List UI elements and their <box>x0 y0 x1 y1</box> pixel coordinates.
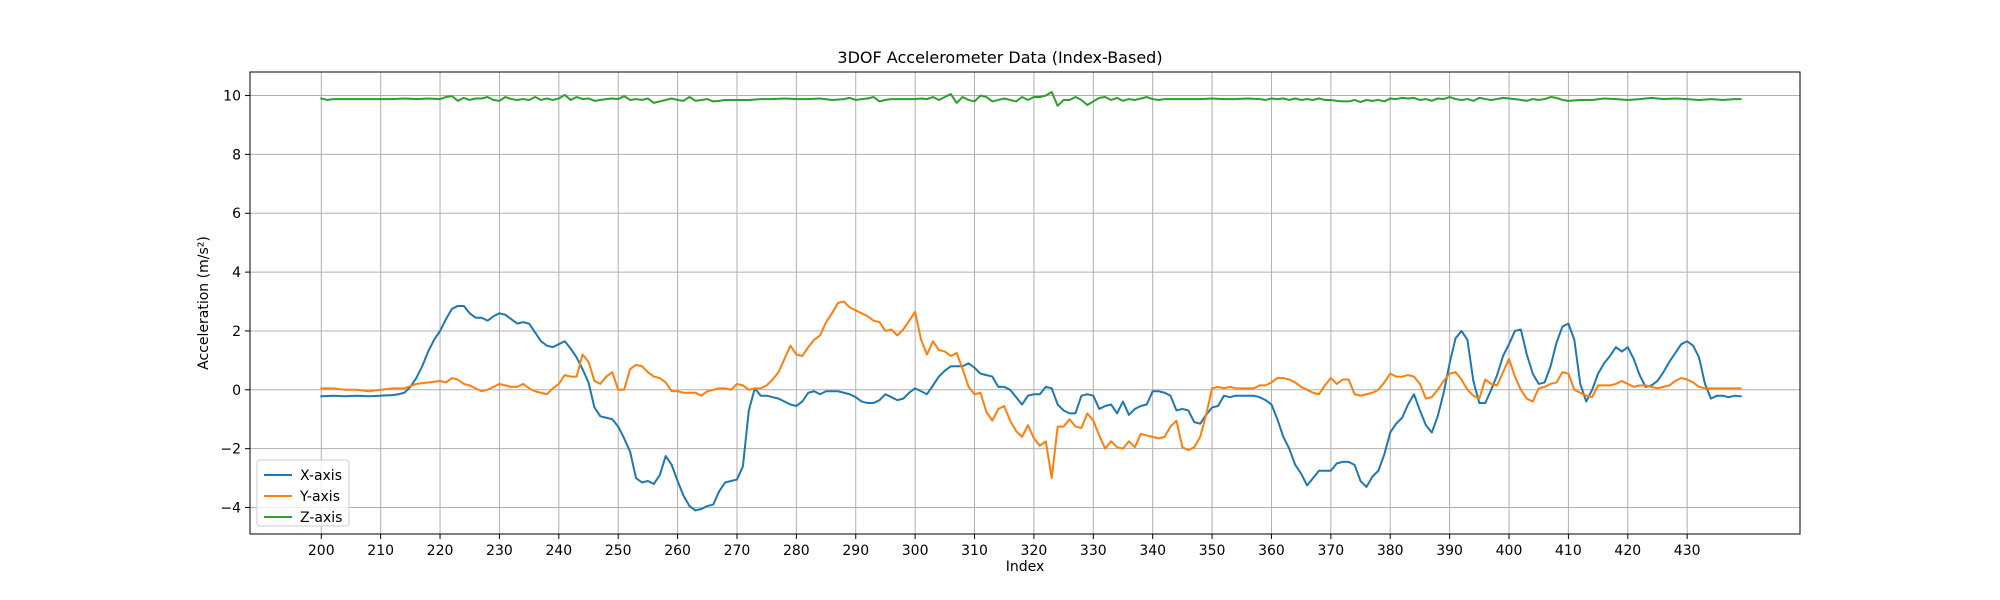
y-tick-label: 2 <box>232 324 241 340</box>
y-tick-label: 8 <box>232 147 241 163</box>
y-tick-label: 0 <box>232 383 241 399</box>
y-axis-ticks: −4 −2 0 2 4 6 8 10 <box>220 89 250 517</box>
x-tick-label: 360 <box>1258 543 1285 559</box>
x-tick-label: 300 <box>902 543 929 559</box>
x-tick-label: 400 <box>1496 543 1523 559</box>
legend-box <box>256 459 350 527</box>
x-tick-label: 410 <box>1555 543 1582 559</box>
x-tick-label: 320 <box>1021 543 1048 559</box>
grid <box>250 72 1800 534</box>
x-tick-label: 260 <box>664 543 691 559</box>
y-tick-label: 6 <box>232 206 241 222</box>
plot-frame <box>249 71 1801 535</box>
x-tick-label: 270 <box>724 543 751 559</box>
x-tick-label: 290 <box>842 543 869 559</box>
x-tick-label: 250 <box>605 543 632 559</box>
x-tick-label: 370 <box>1317 543 1344 559</box>
series-lines <box>320 91 1742 512</box>
x-tick-label: 380 <box>1377 543 1404 559</box>
y-tick-label: 10 <box>223 89 241 105</box>
x-tick-label: 200 <box>308 543 335 559</box>
y-axis-label: Acceleration (m/s²) <box>196 236 212 370</box>
x-tick-label: 240 <box>545 543 572 559</box>
legend-label-x-axis: X-axis <box>300 468 342 484</box>
legend-label-y-axis: Y-axis <box>299 489 340 505</box>
x-tick-label: 340 <box>1139 543 1166 559</box>
y-tick-label: 4 <box>232 265 241 281</box>
x-tick-label: 330 <box>1080 543 1107 559</box>
x-tick-label: 390 <box>1436 543 1463 559</box>
series-line-z-axis <box>320 91 1742 107</box>
y-tick-label: −4 <box>220 501 241 517</box>
x-tick-label: 350 <box>1199 543 1226 559</box>
x-axis-label: Index <box>1006 559 1045 575</box>
x-axis-ticks: 200 210 220 230 240 250 260 270 280 290 300 310 320 3… <box>308 534 1701 559</box>
x-tick-label: 230 <box>486 543 513 559</box>
x-tick-label: 310 <box>961 543 988 559</box>
x-tick-label: 430 <box>1674 543 1701 559</box>
legend-label-z-axis: Z-axis <box>300 510 342 526</box>
chart-title: 3DOF Accelerometer Data (Index-Based) <box>837 48 1162 67</box>
legend: X-axis Y-axis Z-axis <box>256 459 350 527</box>
x-tick-label: 220 <box>427 543 454 559</box>
x-tick-label: 280 <box>783 543 810 559</box>
y-tick-label: −2 <box>220 442 241 458</box>
series-line-x-axis <box>320 304 1742 512</box>
x-tick-label: 210 <box>367 543 394 559</box>
x-tick-label: 420 <box>1614 543 1641 559</box>
series-line-y-axis <box>320 300 1742 480</box>
